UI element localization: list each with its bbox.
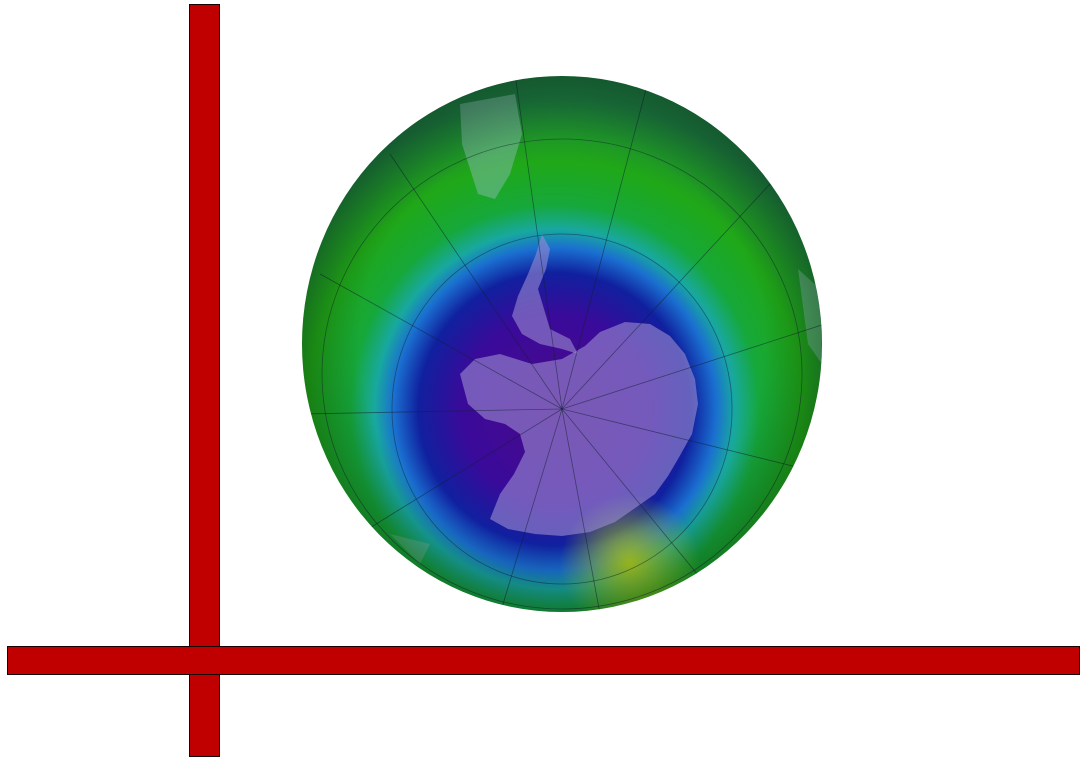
vertical-red-bar: [189, 4, 220, 757]
horizontal-red-bar: [7, 646, 1080, 675]
ozone-hole-globe-icon: [300, 74, 825, 614]
